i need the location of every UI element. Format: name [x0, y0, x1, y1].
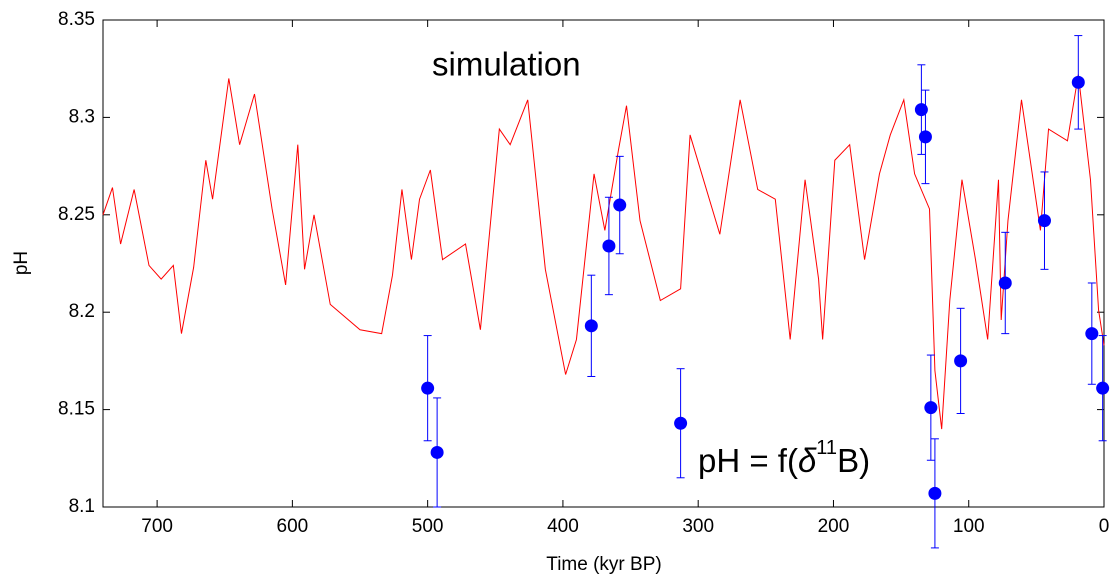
x-tick-label: 0	[1099, 516, 1110, 537]
label-part: pH = f(	[698, 442, 798, 479]
x-tick-label: 700	[141, 516, 173, 537]
y-tick-label: 8.2	[69, 301, 95, 322]
data-point	[928, 486, 942, 500]
x-tick-label: 300	[682, 516, 714, 537]
data-point	[430, 445, 444, 459]
data-point	[918, 130, 932, 144]
y-axis-label: pH	[11, 251, 32, 275]
label-part: 11	[816, 437, 837, 459]
simulation-line	[102, 74, 1105, 430]
data-point	[584, 319, 598, 333]
data-point	[1096, 381, 1110, 395]
data-point	[602, 239, 616, 253]
label-part: B)	[837, 442, 870, 479]
y-tick-label: 8.1	[69, 496, 95, 517]
simulation-label: simulation	[432, 46, 581, 83]
data-point	[1085, 327, 1099, 341]
y-tick-label: 8.35	[58, 9, 95, 30]
data-point	[421, 381, 435, 395]
label-part: δ	[798, 442, 817, 479]
x-tick-label: 600	[277, 516, 309, 537]
x-tick-label: 200	[818, 516, 850, 537]
data-point	[1037, 214, 1051, 228]
data-point	[914, 103, 928, 117]
y-tick-label: 8.25	[58, 204, 95, 225]
y-tick-label: 8.15	[58, 399, 95, 420]
plot-frame	[102, 19, 1105, 508]
data-point	[1071, 75, 1085, 89]
data-point	[924, 401, 938, 415]
x-tick-label: 100	[953, 516, 985, 537]
data-point	[613, 198, 627, 212]
x-axis-label: Time (kyr BP)	[546, 554, 661, 575]
data-point	[998, 276, 1012, 290]
data-point	[954, 354, 968, 368]
x-tick-label: 500	[412, 516, 444, 537]
data-label: pH = f(δ11B)	[698, 437, 870, 478]
data-point	[674, 416, 688, 430]
x-tick-label: 400	[547, 516, 579, 537]
y-tick-label: 8.3	[69, 106, 95, 127]
